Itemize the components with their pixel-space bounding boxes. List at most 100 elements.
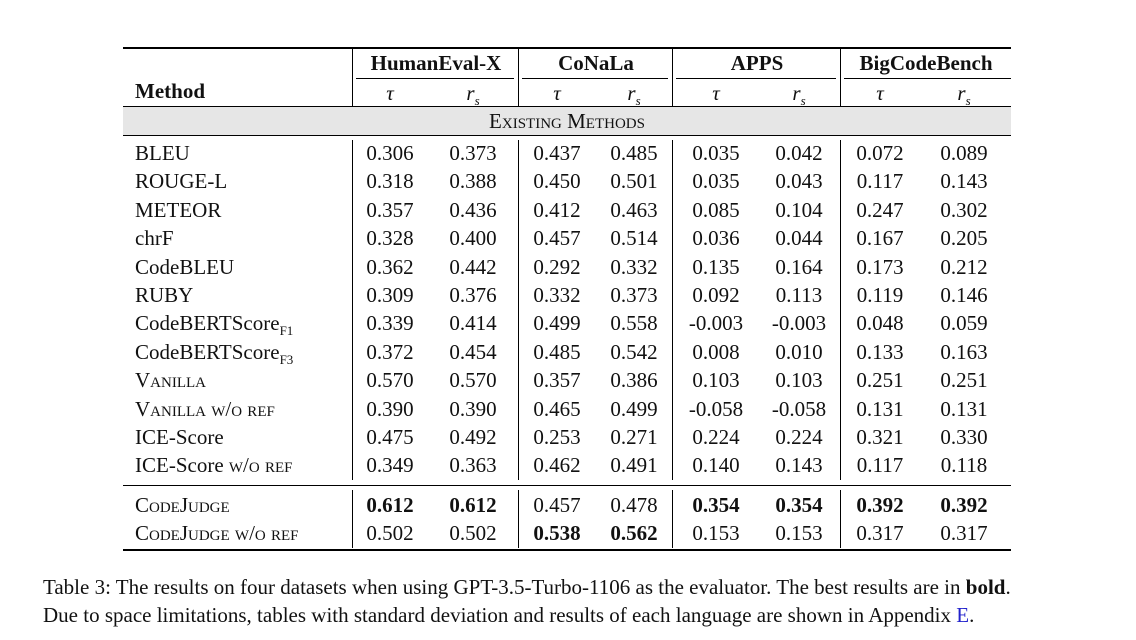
table-cell: 0.153 (692, 521, 740, 545)
table-cell: 0.133 (856, 339, 904, 364)
table-cell: 0.354 (692, 493, 740, 517)
table-cell: 0.140 (692, 453, 740, 478)
table-cell: 0.457 (533, 493, 581, 517)
tau-subheader: τ (386, 81, 394, 105)
table-cell: 0.376 (449, 283, 497, 307)
table-cell: 0.332 (610, 254, 658, 279)
table-cell: 0.318 (366, 169, 414, 194)
appendix-link[interactable]: E (956, 603, 970, 627)
table-cell: -0.058 (688, 396, 744, 421)
table-cell: 0.119 (856, 283, 904, 307)
tau-subheader: τ (553, 81, 561, 105)
col-separator (518, 47, 519, 107)
table-cell: 0.059 (940, 311, 988, 336)
table-cell: 0.085 (692, 197, 740, 222)
header-rule (123, 106, 1011, 107)
table-cell: 0.163 (940, 339, 988, 364)
section-label: Existing Methods (489, 109, 645, 133)
group-underline-humaneval (356, 78, 514, 79)
col-separator (518, 490, 519, 548)
table-cell: 0.306 (366, 141, 414, 165)
group-header-humaneval: HumanEval-X (370, 51, 502, 75)
col-separator (352, 47, 353, 107)
table-cell: 0.317 (856, 521, 904, 545)
table-cell: 0.542 (610, 339, 658, 364)
table-cell: 0.118 (940, 453, 988, 478)
rs-subscript: s (474, 93, 480, 108)
table-cell: 0.538 (533, 521, 581, 545)
table-cell: 0.392 (940, 493, 988, 517)
table-cell: 0.167 (856, 226, 904, 251)
table-cell: 0.463 (610, 197, 658, 222)
col-separator (840, 490, 841, 548)
table-cell: 0.436 (449, 197, 497, 222)
table-cell: 0.390 (449, 396, 497, 421)
col-separator (672, 140, 673, 480)
rs-subscript: s (800, 93, 806, 108)
table-cell: 0.414 (449, 311, 497, 336)
group-underline-apps (676, 78, 836, 79)
table-cell: 0.103 (775, 368, 823, 393)
table-cell: 0.309 (366, 283, 414, 307)
rs-subheader: rs (792, 81, 806, 108)
section-band (123, 107, 1011, 135)
table-cell: 0.131 (856, 396, 904, 421)
caption-text: . (1005, 575, 1011, 599)
group-header-bigcodebench: BigCodeBench (859, 51, 993, 75)
method-suffix: w/o ref (228, 453, 293, 478)
method-header: Method (135, 79, 205, 103)
table-cell: 0.492 (449, 425, 497, 449)
table-cell: 0.072 (856, 141, 904, 165)
col-separator (518, 140, 519, 480)
table-cell: 0.008 (692, 339, 740, 364)
table-caption: Table 3: The results on four datasets wh… (43, 573, 1113, 629)
table-cell: 0.570 (366, 368, 414, 393)
caption-text: Table 3: The results on four datasets wh… (43, 575, 966, 599)
table-cell: 0.454 (449, 339, 497, 364)
method-name: chrF (135, 226, 174, 251)
bottom-rule (123, 549, 1011, 551)
table-cell: 0.153 (775, 521, 823, 545)
method-name: CodeBLEU (135, 254, 235, 279)
table-cell: -0.058 (771, 396, 827, 421)
table-cell: 0.330 (940, 425, 988, 449)
table-cell: 0.502 (449, 521, 497, 545)
caption-text: Due to space limitations, tables with st… (43, 603, 957, 627)
method-name: ROUGE-L (135, 169, 228, 194)
method-name: ICE-Score w/o ref (135, 453, 293, 478)
method-name: ICE-Score (135, 425, 224, 449)
group-underline-bigcodebench (844, 78, 1011, 79)
rs-subscript: s (635, 93, 641, 108)
table-cell: 0.048 (856, 311, 904, 336)
table-cell: -0.003 (688, 311, 744, 336)
table-cell: 0.328 (366, 226, 414, 251)
tau-subheader: τ (876, 81, 884, 105)
table-cell: -0.003 (771, 311, 827, 336)
table-cell: 0.465 (533, 396, 581, 421)
table-cell: 0.357 (533, 368, 581, 393)
table-cell: 0.373 (449, 141, 497, 165)
table-cell: 0.339 (366, 311, 414, 336)
table-cell: 0.558 (610, 311, 658, 336)
table-cell: 0.292 (533, 254, 581, 279)
table-cell: 0.349 (366, 453, 414, 478)
table-cell: 0.173 (856, 254, 904, 279)
table-cell: 0.386 (610, 368, 658, 393)
group-header-apps: APPS (730, 51, 784, 75)
rs-subscript: s (965, 93, 971, 108)
caption-text: . (969, 603, 975, 627)
method-name: CodeBERTScoreF3 (135, 339, 294, 367)
table-cell: 0.247 (856, 197, 904, 222)
table-cell: 0.499 (610, 396, 658, 421)
ours-rule (123, 485, 1011, 486)
col-separator (840, 140, 841, 480)
table-cell: 0.035 (692, 169, 740, 194)
table-cell: 0.357 (366, 197, 414, 222)
table-cell: 0.372 (366, 339, 414, 364)
table-cell: 0.514 (610, 226, 658, 251)
method-name: RUBY (135, 283, 194, 307)
table-cell: 0.485 (533, 339, 581, 364)
table-cell: 0.164 (775, 254, 823, 279)
method-subscript: F3 (279, 351, 294, 367)
table-cell: 0.570 (449, 368, 497, 393)
